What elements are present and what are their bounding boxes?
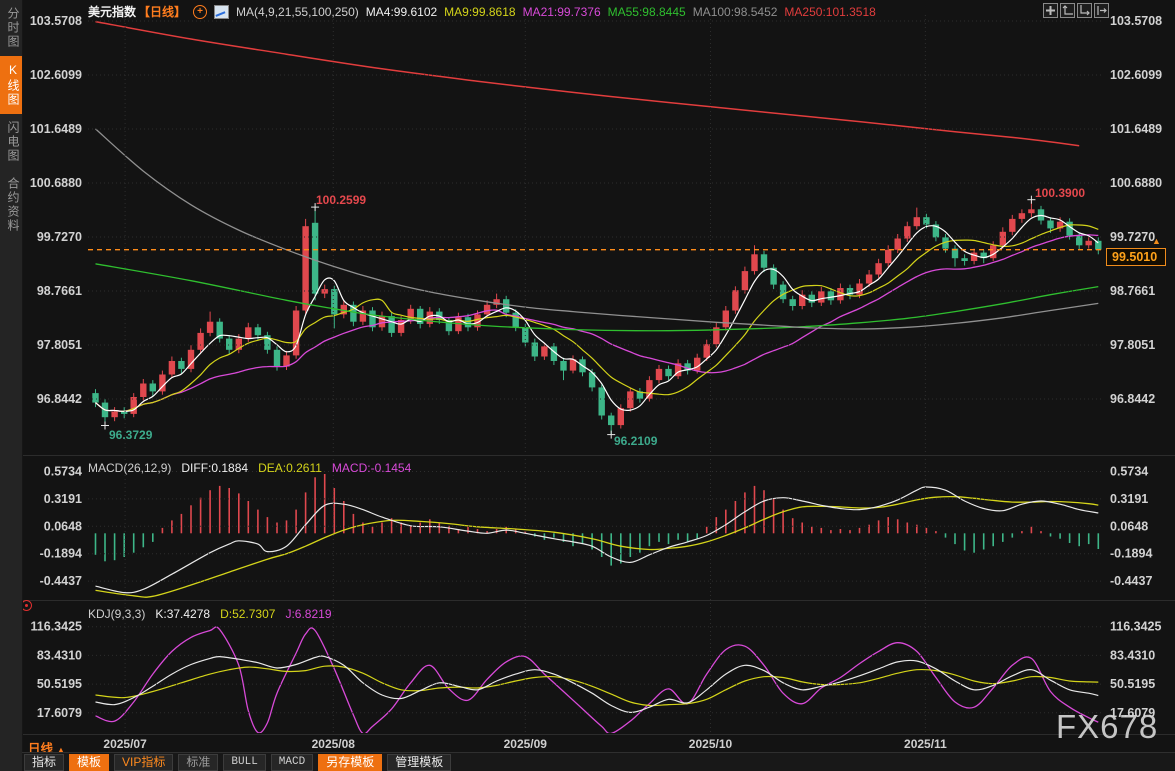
kdj-k-value: K:37.4278 (155, 607, 211, 621)
ma21-value: MA21:99.7376 (522, 4, 601, 19)
pan-icon[interactable] (1043, 3, 1058, 18)
sidebar-item-candle-chart[interactable]: K线图 (0, 56, 22, 114)
svg-text:17.6079: 17.6079 (1110, 706, 1155, 720)
svg-text:101.6489: 101.6489 (1110, 122, 1162, 136)
svg-text:0.3191: 0.3191 (1110, 492, 1148, 506)
svg-text:2025/09: 2025/09 (504, 737, 548, 751)
ma4-value: MA4:99.6102 (365, 4, 438, 19)
svg-text:101.6489: 101.6489 (30, 122, 82, 136)
svg-text:0.0648: 0.0648 (1110, 519, 1148, 533)
period-tag: 【日线】 (138, 5, 187, 19)
kdj-params: KDJ(9,3,3) (88, 607, 146, 621)
tab-manage-templates[interactable]: 管理模板 (387, 753, 452, 771)
svg-text:100.6880: 100.6880 (1110, 176, 1162, 190)
svg-text:0.0648: 0.0648 (44, 519, 82, 533)
svg-text:98.7661: 98.7661 (37, 284, 82, 298)
svg-text:102.6099: 102.6099 (1110, 68, 1162, 82)
symbol-name: 美元指数 (88, 5, 137, 19)
tab-standard[interactable]: 标准 (178, 753, 219, 771)
macd-label-row: MACD(26,12,9) DIFF:0.1884 DEA:0.2611 MAC… (88, 461, 411, 475)
svg-text:99.7270: 99.7270 (37, 230, 82, 244)
svg-text:-0.4437: -0.4437 (1110, 574, 1152, 588)
svg-text:116.3425: 116.3425 (31, 620, 82, 634)
low-annotation-july: 96.3729 (109, 428, 153, 442)
macd-diff-value: DIFF:0.1884 (181, 461, 249, 475)
svg-text:50.5195: 50.5195 (37, 677, 82, 691)
kdj-d-value: D:52.7307 (220, 607, 276, 621)
svg-text:99.7270: 99.7270 (1110, 230, 1155, 244)
ma100-value: MA100:98.5452 (692, 4, 778, 19)
ma55-value: MA55:98.8445 (607, 4, 686, 19)
svg-text:0.5734: 0.5734 (44, 465, 82, 479)
svg-text:97.8051: 97.8051 (1110, 338, 1155, 352)
sidebar-item-lightning-chart[interactable]: 闪电图 (6, 121, 20, 163)
period-dropdown-icon: ▲ (56, 745, 66, 755)
add-indicator-icon[interactable]: + (193, 4, 208, 19)
svg-text:83.4310: 83.4310 (37, 648, 82, 662)
svg-text:98.7661: 98.7661 (1110, 284, 1155, 298)
price-up-arrow-icon: ▲ (1152, 236, 1161, 246)
macd-hist-value: MACD:-0.1454 (331, 461, 412, 475)
svg-text:83.4310: 83.4310 (1110, 648, 1155, 662)
panel-separator (0, 600, 1175, 601)
svg-text:17.6079: 17.6079 (37, 706, 82, 720)
kdj-j-value: J:6.8219 (285, 607, 332, 621)
svg-text:2025/10: 2025/10 (689, 737, 733, 751)
left-sidebar: 分时图 K线图 闪电图 合约资料 (0, 0, 23, 771)
current-price-tag[interactable]: 99.5010 (1106, 248, 1167, 266)
ma9-value: MA9:99.8618 (444, 4, 516, 19)
svg-text:50.5195: 50.5195 (1110, 677, 1155, 691)
sidebar-item-contract-info[interactable]: 合约资料 (6, 177, 20, 233)
svg-text:-0.1894: -0.1894 (40, 547, 82, 561)
svg-text:100.6880: 100.6880 (30, 176, 82, 190)
svg-text:2025/07: 2025/07 (103, 737, 147, 751)
svg-text:2025/08: 2025/08 (312, 737, 356, 751)
svg-text:0.5734: 0.5734 (1110, 465, 1148, 479)
high-annotation-august: 100.2599 (316, 193, 367, 207)
svg-text:102.6099: 102.6099 (30, 68, 82, 82)
low-annotation-september: 96.2109 (614, 434, 658, 448)
macd-dea-value: DEA:0.2611 (258, 461, 322, 475)
svg-text:2025/11: 2025/11 (904, 737, 947, 751)
tab-save-template[interactable]: 另存模板 (318, 753, 383, 771)
macd-params: MACD(26,12,9) (88, 461, 172, 475)
sidebar-item-time-chart[interactable]: 分时图 (6, 7, 20, 49)
tab-vip-indicators[interactable]: VIP指标 (114, 753, 174, 771)
tab-indicators[interactable]: 指标 (24, 753, 65, 771)
chart-tools (1043, 3, 1109, 18)
ma250-value: MA250:101.3518 (784, 4, 876, 19)
svg-text:103.5708: 103.5708 (30, 14, 82, 28)
fx678-watermark: FX678 (1056, 708, 1159, 745)
panel-separator (0, 455, 1175, 456)
ma-config-label: MA(4,9,21,55,100,250) (236, 4, 359, 19)
svg-text:97.8051: 97.8051 (37, 338, 82, 352)
scale-axis-left-icon[interactable] (1060, 3, 1075, 18)
high-annotation-november: 100.3900 (1035, 186, 1086, 200)
chart-style-icon[interactable] (214, 4, 230, 19)
svg-text:96.8442: 96.8442 (1110, 392, 1155, 406)
tab-bull[interactable]: BULL (223, 753, 266, 771)
svg-text:-0.4437: -0.4437 (40, 574, 82, 588)
tab-macd[interactable]: MACD (270, 753, 314, 771)
kdj-label-row: KDJ(9,3,3) K:37.4278 D:52.7307 J:6.8219 (88, 607, 332, 621)
shift-right-icon[interactable] (1094, 3, 1109, 18)
svg-text:103.5708: 103.5708 (1110, 14, 1162, 28)
svg-text:96.8442: 96.8442 (37, 392, 82, 406)
svg-text:-0.1894: -0.1894 (1110, 547, 1152, 561)
chart-header: 美元指数 【日线】 + MA(4,9,21,55,100,250) MA4:99.… (88, 3, 876, 20)
panel-separator (0, 734, 1175, 735)
svg-text:116.3425: 116.3425 (1110, 620, 1161, 634)
svg-text:0.3191: 0.3191 (44, 492, 82, 506)
tab-templates[interactable]: 模板 (69, 753, 110, 771)
scale-axis-right-icon[interactable] (1077, 3, 1092, 18)
bottom-toolbar: 指标 模板 VIP指标 标准 BULL MACD 另存模板 管理模板 (22, 752, 1175, 771)
